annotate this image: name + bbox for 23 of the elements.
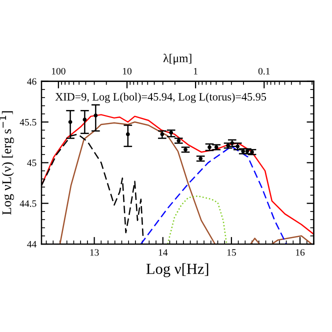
y-tick-label: 45.5 [20, 118, 36, 126]
line-series [140, 146, 287, 244]
x2-axis-title: λ[μm] [163, 54, 192, 65]
x-tick-label: 14 [158, 249, 168, 256]
y-tick-label: 44 [27, 240, 36, 248]
annotation: XID=9, Log L(bol)=45.94, Log L(torus)=45.95 [55, 92, 266, 103]
x-axis-title: Log ν[Hz] [146, 263, 208, 278]
x2-tick-label: 0.1 [258, 68, 270, 75]
x-tick-label: 13 [90, 249, 99, 256]
point [94, 114, 98, 118]
x2-tick-label: 10 [122, 68, 132, 75]
x2-tick-label: 100 [52, 68, 66, 75]
x-tick-label: 15 [227, 249, 236, 256]
x2-tick-label: 1 [194, 68, 198, 74]
y-tick-label: 46 [27, 78, 36, 85]
line-series [42, 114, 314, 235]
y-tick-label: 45 [27, 160, 36, 166]
y-tick-label: 44.5 [20, 200, 36, 207]
point [68, 120, 72, 124]
point [82, 118, 87, 122]
x-tick-label: 16 [296, 249, 305, 256]
line-series [167, 195, 228, 244]
point [126, 132, 130, 136]
